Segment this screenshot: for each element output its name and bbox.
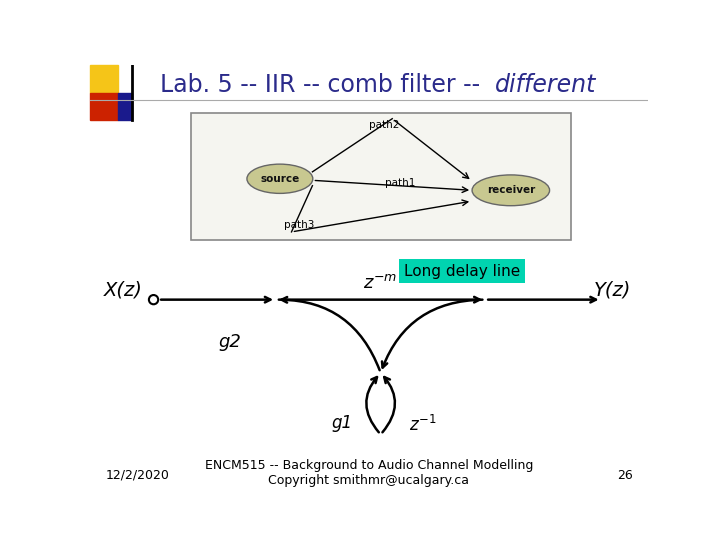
Text: different: different — [495, 73, 596, 97]
Text: ENCM515 -- Background to Audio Channel Modelling
Copyright smithmr@ucalgary.ca: ENCM515 -- Background to Audio Channel M… — [204, 459, 534, 487]
Text: receiver: receiver — [487, 185, 535, 195]
Text: g1: g1 — [331, 414, 352, 432]
Text: Long delay line: Long delay line — [404, 264, 520, 279]
Text: Y(z): Y(z) — [594, 281, 631, 300]
Text: $z^{-m}$: $z^{-m}$ — [364, 274, 397, 292]
Text: path2: path2 — [369, 120, 400, 130]
Text: g2: g2 — [218, 333, 241, 351]
Text: source: source — [260, 174, 300, 184]
Bar — [191, 112, 570, 240]
Ellipse shape — [472, 175, 549, 206]
Bar — [90, 92, 118, 120]
Bar — [90, 65, 118, 92]
Text: path3: path3 — [284, 220, 314, 230]
Text: 12/2/2020: 12/2/2020 — [106, 469, 169, 482]
Text: $z^{-1}$: $z^{-1}$ — [410, 415, 437, 435]
Text: 26: 26 — [617, 469, 632, 482]
Text: path1: path1 — [384, 178, 415, 188]
Text: X(z): X(z) — [104, 281, 143, 300]
Ellipse shape — [247, 164, 312, 193]
Text: Lab. 5 -- IIR -- comb filter --: Lab. 5 -- IIR -- comb filter -- — [160, 73, 487, 97]
Bar — [118, 92, 132, 120]
